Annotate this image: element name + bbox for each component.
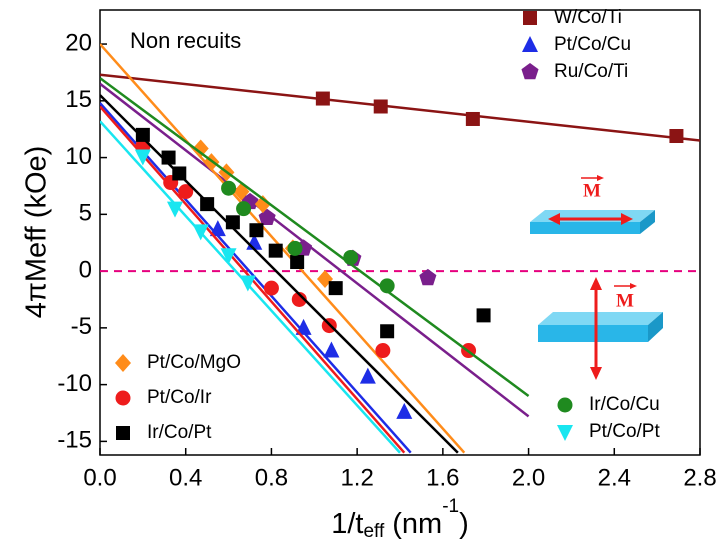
x-axis-label: 1/teff (nm-1) [331, 496, 469, 542]
legend-marker [115, 354, 131, 372]
x-tick-label: 0.0 [83, 464, 116, 491]
fit-line [100, 73, 700, 142]
fit-line [100, 102, 412, 454]
marker [239, 275, 256, 292]
x-axis-label-part: ) [459, 508, 469, 540]
marker [287, 240, 303, 256]
marker [291, 291, 307, 307]
x-axis-label-part: eff [363, 521, 385, 542]
plot-frame [99, 9, 701, 456]
marker [161, 150, 176, 165]
legend-label: Pt/Co/Ir [147, 387, 212, 408]
out-of-plane-illustration [538, 277, 663, 380]
x-tick-label: 2.0 [512, 464, 545, 491]
y-tick-label: -5 [71, 313, 92, 340]
legend-marker [521, 63, 539, 80]
marker [209, 220, 226, 237]
magnetization-label: M [616, 290, 634, 311]
marker [669, 129, 684, 144]
marker [476, 308, 491, 323]
x-tick-label: 0.4 [169, 464, 202, 491]
marker [315, 91, 330, 106]
marker [200, 197, 215, 212]
marker [373, 99, 388, 114]
x-tick-label: 2.4 [598, 464, 631, 491]
x-tick-label: 0.8 [255, 464, 288, 491]
legend-marker [523, 11, 537, 25]
y-tick-label: -10 [57, 370, 92, 397]
fit-line [100, 82, 530, 418]
magnetization-label: M [583, 180, 601, 201]
legend-label: Pt/Co/MgO [147, 352, 241, 373]
marker [178, 184, 194, 200]
marker [254, 195, 271, 214]
marker [220, 248, 237, 265]
legend-marker [116, 426, 130, 440]
marker [375, 343, 391, 359]
marker [135, 127, 150, 142]
marker [225, 215, 240, 230]
legend-label: W/Co/Ti [554, 7, 622, 28]
marker [236, 201, 252, 217]
y-tick-label: 5 [79, 200, 92, 227]
marker [379, 278, 395, 294]
marker [419, 268, 437, 286]
y-tick-label: 15 [65, 86, 92, 113]
marker [221, 180, 237, 196]
marker [380, 324, 395, 339]
marker [134, 149, 151, 166]
marker [323, 341, 340, 358]
marker [359, 367, 376, 384]
marker [167, 201, 183, 218]
marker [465, 111, 480, 126]
x-tick-label: 1.2 [340, 464, 373, 491]
legend-label: Ir/Co/Cu [589, 394, 660, 415]
legend-marker [557, 397, 573, 413]
marker [249, 223, 264, 238]
marker [172, 166, 187, 181]
in-plane-illustration [530, 175, 655, 234]
y-axis-label: 4πMeff (kOe) [21, 146, 53, 319]
marker [343, 249, 359, 265]
fit-line [100, 94, 459, 454]
legend-label: Ru/Co/Ti [554, 61, 628, 82]
x-axis-label-part: (nm [384, 508, 442, 540]
y-tick-label: 0 [79, 256, 92, 283]
y-tick-label: -15 [57, 427, 92, 454]
marker [295, 318, 312, 335]
legend-marker [522, 36, 538, 52]
x-tick-label: 2.8 [683, 464, 716, 491]
legend-label: Pt/Co/Cu [554, 34, 631, 55]
marker [290, 255, 305, 270]
annotation: Non recuits [130, 28, 241, 53]
marker [396, 402, 413, 419]
y-tick-label: 20 [65, 29, 92, 56]
legend-label: Ir/Co/Pt [147, 422, 212, 443]
marker [268, 243, 283, 258]
x-tick-label: 1.6 [426, 464, 459, 491]
marker [192, 224, 209, 241]
marker [263, 280, 279, 296]
x-axis-label-part: -1 [442, 496, 459, 517]
fit-line [100, 77, 530, 397]
x-axis-label-part: 1/t [331, 508, 363, 540]
legend-marker [115, 390, 131, 406]
legend-label: Pt/Co/Pt [589, 421, 660, 442]
marker [192, 139, 209, 158]
marker [328, 281, 343, 296]
legend-marker [557, 425, 573, 441]
y-tick-label: 10 [65, 143, 92, 170]
